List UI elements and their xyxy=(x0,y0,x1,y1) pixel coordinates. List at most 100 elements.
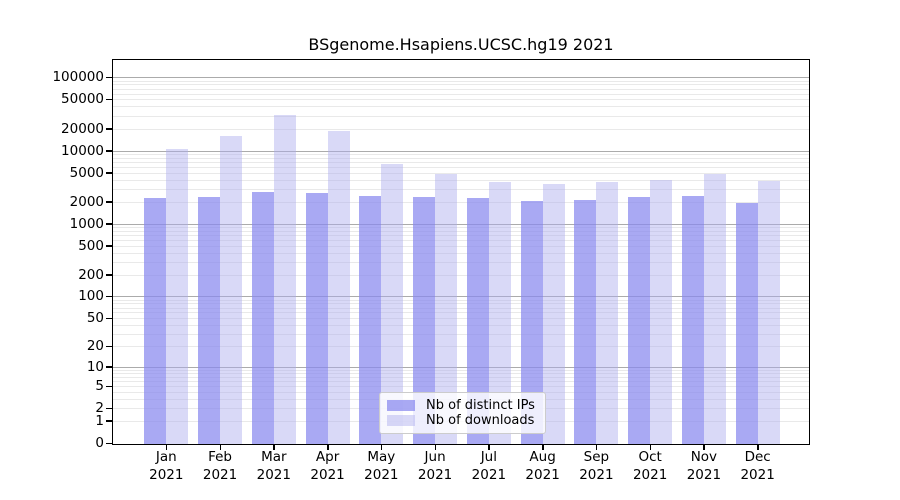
y-tick-label: 0 xyxy=(95,435,104,451)
gridline-major xyxy=(113,223,809,225)
bar-distinct-ips xyxy=(305,193,328,444)
bar-distinct-ips xyxy=(628,197,651,444)
bar-downloads xyxy=(220,136,243,444)
x-tick-label-month: Apr xyxy=(315,449,340,465)
gridline-major xyxy=(113,77,809,79)
y-tick-label: 2000 xyxy=(69,193,104,210)
gridline-minor xyxy=(113,115,809,117)
gridline-minor xyxy=(113,179,809,181)
legend-swatch-downloads xyxy=(387,415,415,426)
x-tick-mark xyxy=(649,444,652,450)
x-tick-mark xyxy=(219,444,222,450)
bar-downloads xyxy=(166,148,189,444)
y-tick-mark xyxy=(106,317,112,320)
gridline-minor xyxy=(113,303,809,305)
bar-distinct-ips xyxy=(251,192,274,444)
y-tick-mark xyxy=(106,442,112,444)
y-tick-mark xyxy=(106,201,112,203)
bar-downloads xyxy=(273,115,296,444)
gridline-minor xyxy=(113,376,809,378)
gridline-minor xyxy=(113,230,809,232)
gridline-minor xyxy=(113,325,809,327)
y-tick-label: 1000 xyxy=(69,215,104,232)
y-tick-label: 500 xyxy=(78,237,104,254)
x-tick-label-month: Jul xyxy=(480,449,497,465)
x-tick-label-month: Jun xyxy=(424,449,446,465)
gridline-minor xyxy=(113,88,809,90)
x-tick-mark xyxy=(327,444,329,450)
x-tick-label-year: 2021 xyxy=(310,467,345,483)
gridline-minor xyxy=(113,153,809,155)
y-tick-label: 50000 xyxy=(61,91,104,108)
gridline-minor xyxy=(113,166,809,168)
x-tick-mark xyxy=(273,444,275,450)
x-tick-label-month: Jan xyxy=(155,449,177,465)
bar-distinct-ips xyxy=(574,200,597,444)
bar-downloads xyxy=(381,164,404,444)
y-tick-mark xyxy=(106,420,112,422)
gridline-minor xyxy=(113,386,809,388)
legend: Nb of distinct IPs Nb of downloads xyxy=(379,392,546,434)
legend-swatch-distinct-ips xyxy=(387,400,415,411)
x-tick-label-year: 2021 xyxy=(740,467,775,483)
bar-downloads xyxy=(435,174,458,444)
gridline-minor xyxy=(113,93,809,95)
gridline-minor xyxy=(113,239,809,241)
y-tick-mark xyxy=(106,128,112,130)
y-tick-mark xyxy=(106,407,112,410)
y-tick-label: 10 xyxy=(86,358,104,375)
gridline-minor xyxy=(113,245,809,247)
legend-item-downloads: Nb of downloads xyxy=(387,413,535,428)
gridline-minor xyxy=(113,261,809,263)
bar-downloads xyxy=(327,130,350,444)
x-tick-label-year: 2021 xyxy=(256,467,291,483)
y-tick-label: 50 xyxy=(86,310,104,327)
y-tick-mark xyxy=(106,76,112,79)
gridline-major xyxy=(113,150,809,152)
legend-label-downloads: Nb of downloads xyxy=(426,413,535,428)
plot-area xyxy=(112,59,810,445)
y-tick-label: 20000 xyxy=(61,120,104,137)
gridline-minor xyxy=(113,157,809,159)
x-tick-mark xyxy=(542,444,544,450)
gridline-minor xyxy=(113,312,809,314)
y-tick-mark xyxy=(106,245,112,247)
gridline-minor xyxy=(113,307,809,309)
y-tick-label: 100000 xyxy=(52,69,104,86)
x-tick-mark xyxy=(488,444,490,450)
gridline-major xyxy=(113,296,809,298)
x-tick-label-month: Oct xyxy=(638,449,662,465)
x-tick-label-year: 2021 xyxy=(149,467,184,483)
chart-title: BSgenome.Hsapiens.UCSC.hg19 2021 xyxy=(308,35,614,54)
y-tick-mark xyxy=(106,98,112,101)
x-tick-label-month: Dec xyxy=(744,449,771,465)
x-tick-label-year: 2021 xyxy=(417,467,453,483)
gridline-minor xyxy=(113,346,809,348)
x-tick-mark xyxy=(380,444,383,450)
x-tick-mark xyxy=(434,444,437,450)
gridline-minor xyxy=(113,84,809,86)
legend-item-distinct-ips: Nb of distinct IPs xyxy=(387,398,535,413)
bar-downloads xyxy=(542,183,565,444)
bar-distinct-ips xyxy=(198,197,221,444)
gridline-minor xyxy=(113,80,809,82)
gridline-minor xyxy=(113,369,809,371)
bar-downloads xyxy=(650,180,673,444)
x-tick-mark xyxy=(165,444,168,450)
y-tick-mark xyxy=(106,172,112,174)
y-tick-mark xyxy=(106,274,112,276)
x-tick-mark xyxy=(703,444,705,450)
x-tick-label-year: 2021 xyxy=(364,467,399,483)
bar-distinct-ips xyxy=(144,198,167,444)
gridline-minor xyxy=(113,201,809,203)
y-tick-mark xyxy=(106,150,112,152)
gridline-minor xyxy=(113,318,809,320)
y-tick-label: 200 xyxy=(78,266,104,283)
gridline-minor xyxy=(113,106,809,108)
bar-distinct-ips xyxy=(681,195,704,444)
y-tick-label: 20 xyxy=(86,338,104,355)
bar-distinct-ips xyxy=(359,195,382,444)
y-tick-mark xyxy=(106,295,112,298)
x-tick-label-year: 2021 xyxy=(632,467,668,483)
